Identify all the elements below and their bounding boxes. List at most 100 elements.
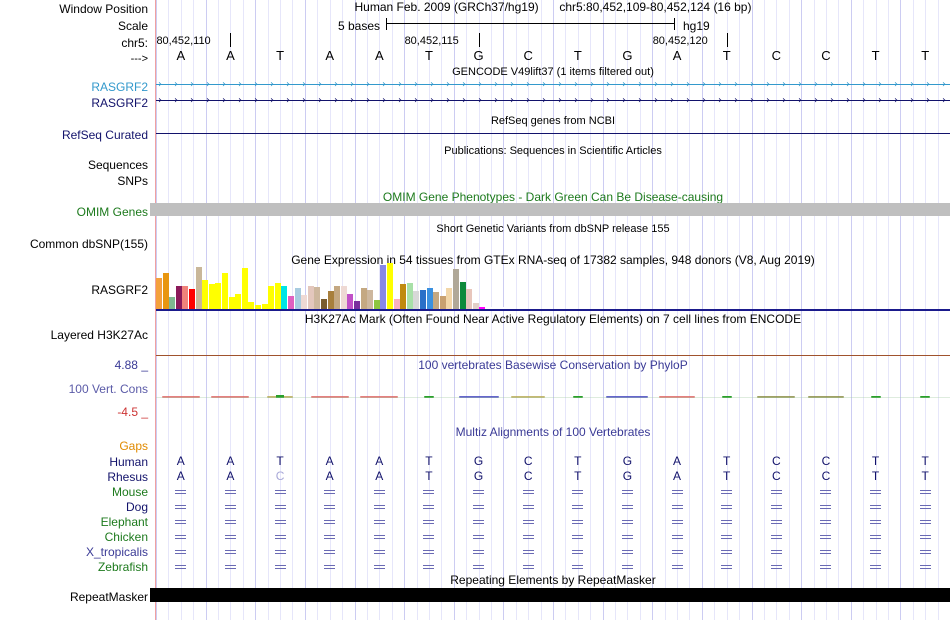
refseq-label[interactable]: RefSeq Curated	[61, 128, 148, 142]
gtex-bar[interactable]	[162, 273, 169, 309]
publications-label-sequences[interactable]: Sequences	[87, 158, 148, 172]
gtex-bar[interactable]	[380, 265, 387, 309]
multiz-species-label[interactable]: Rhesus	[107, 470, 148, 484]
gtex-bar[interactable]	[202, 280, 209, 309]
gtex-bar[interactable]	[288, 296, 294, 309]
conservation-mark[interactable]	[310, 396, 349, 398]
gtex-bar[interactable]	[479, 307, 486, 309]
gtex-label[interactable]: RASGRF2	[91, 283, 148, 297]
gtex-bar[interactable]	[274, 283, 281, 309]
conservation-mark[interactable]	[211, 396, 250, 398]
gtex-bar[interactable]	[439, 296, 446, 309]
gtex-bar[interactable]	[307, 286, 314, 309]
gtex-bar[interactable]	[255, 305, 261, 309]
gtex-bar[interactable]	[472, 303, 479, 309]
gtex-bar[interactable]	[486, 307, 492, 309]
gtex-bar[interactable]	[294, 288, 301, 309]
gtex-bar[interactable]	[248, 302, 255, 309]
gtex-bar[interactable]	[235, 294, 242, 309]
conservation-mark[interactable]	[920, 396, 931, 398]
gtex-bar[interactable]	[175, 286, 182, 309]
conservation-mark[interactable]	[606, 396, 649, 398]
conservation-mark[interactable]	[360, 396, 399, 398]
gene-label-rasgrf2-1[interactable]: RASGRF2	[91, 80, 148, 94]
gtex-bar[interactable]	[406, 283, 413, 309]
gtex-bar[interactable]	[215, 283, 222, 309]
gtex-bar[interactable]	[426, 288, 433, 309]
conservation-mark[interactable]	[807, 396, 844, 398]
strand-arrow-icon: ›	[606, 95, 610, 106]
multiz-species-label[interactable]: Mouse	[111, 485, 148, 499]
gtex-bar[interactable]	[400, 284, 407, 309]
gtex-bar[interactable]	[393, 299, 400, 309]
gtex-bar[interactable]	[505, 307, 512, 309]
gtex-bar[interactable]	[327, 291, 334, 309]
conservation-mark[interactable]	[572, 396, 583, 398]
publications-label-snps[interactable]: SNPs	[117, 174, 148, 188]
gtex-bar[interactable]	[208, 284, 215, 309]
conservation-mark[interactable]	[757, 396, 796, 398]
gtex-bar[interactable]	[373, 300, 380, 309]
multiz-species-label[interactable]: Zebrafish	[97, 560, 148, 574]
gtex-bar[interactable]	[492, 307, 499, 309]
gtex-bar-chart[interactable]	[156, 263, 512, 309]
dbsnp-label[interactable]: Common dbSNP(155)	[29, 237, 148, 251]
gtex-bar[interactable]	[334, 286, 341, 309]
gtex-bar[interactable]	[347, 294, 354, 309]
gtex-bar[interactable]	[156, 278, 162, 309]
gene-arrow-row-2[interactable]: › › › › › › › › › › › › › › › › › › › › › › › › › › › › › › › › › › › › › › › ›…	[156, 95, 950, 106]
strand-arrow-icon: ›	[270, 79, 274, 90]
multiz-species-label[interactable]: Elephant	[100, 515, 148, 529]
multiz-species-label[interactable]: Dog	[125, 500, 148, 514]
conservation-mark[interactable]	[721, 396, 732, 398]
gtex-bar[interactable]	[340, 286, 347, 309]
multiz-base: A	[176, 454, 185, 468]
multiz-species-label[interactable]: X_tropicalis	[85, 545, 148, 559]
gtex-bar[interactable]	[354, 301, 360, 309]
gene-arrow-row-1[interactable]: › › › › › › › › › › › › › › › › › › › › › › › › › › › › › › › › › › › › › › › ›…	[156, 79, 950, 90]
gtex-bar[interactable]	[301, 295, 308, 309]
gtex-bar[interactable]	[189, 289, 195, 309]
gtex-bar[interactable]	[314, 287, 321, 309]
conservation-mark[interactable]	[423, 396, 434, 398]
gtex-bar[interactable]	[222, 273, 228, 309]
gtex-bar[interactable]	[453, 269, 459, 309]
omim-label[interactable]: OMIM Genes	[76, 205, 148, 219]
gtex-bar[interactable]	[367, 290, 374, 309]
gtex-bar[interactable]	[387, 263, 393, 309]
gtex-bar[interactable]	[446, 288, 453, 309]
conservation-mark[interactable]	[276, 395, 285, 398]
multiz-species-label[interactable]: Human	[109, 455, 148, 469]
repeatmasker-label[interactable]: RepeatMasker	[69, 590, 148, 604]
gtex-bar[interactable]	[195, 267, 202, 309]
gtex-bar[interactable]	[321, 299, 327, 309]
phylop-label[interactable]: 100 Vert. Cons	[68, 382, 148, 396]
gene-label-rasgrf2-2[interactable]: RASGRF2	[91, 96, 148, 110]
conservation-mark[interactable]	[870, 396, 881, 398]
strand-arrow-icon: ›	[830, 95, 834, 106]
conservation-mark[interactable]	[161, 396, 200, 398]
omim-feature-bar[interactable]	[150, 203, 950, 216]
multiz-species-label[interactable]: Chicken	[104, 530, 148, 544]
h3k27ac-label[interactable]: Layered H3K27Ac	[50, 328, 148, 342]
multiz-gaps-label[interactable]: Gaps	[119, 439, 148, 453]
gtex-bar[interactable]	[182, 286, 189, 309]
gtex-bar[interactable]	[433, 292, 440, 309]
gtex-bar[interactable]	[281, 286, 288, 309]
gtex-bar[interactable]	[261, 304, 268, 309]
conservation-mark[interactable]	[511, 396, 546, 398]
gtex-bar[interactable]	[459, 282, 466, 309]
gtex-bar[interactable]	[169, 297, 176, 309]
gtex-bar[interactable]	[413, 291, 420, 309]
gtex-bar[interactable]	[268, 286, 275, 309]
gtex-bar[interactable]	[420, 290, 426, 309]
gtex-bar[interactable]	[499, 307, 506, 309]
gtex-bar[interactable]	[360, 288, 367, 309]
gtex-bar[interactable]	[466, 289, 473, 309]
gtex-bar[interactable]	[241, 268, 248, 309]
repeatmasker-feature-bar[interactable]	[150, 588, 950, 602]
conservation-mark[interactable]	[659, 396, 696, 398]
gtex-bar[interactable]	[228, 297, 235, 309]
conservation-mark[interactable]	[458, 396, 499, 398]
